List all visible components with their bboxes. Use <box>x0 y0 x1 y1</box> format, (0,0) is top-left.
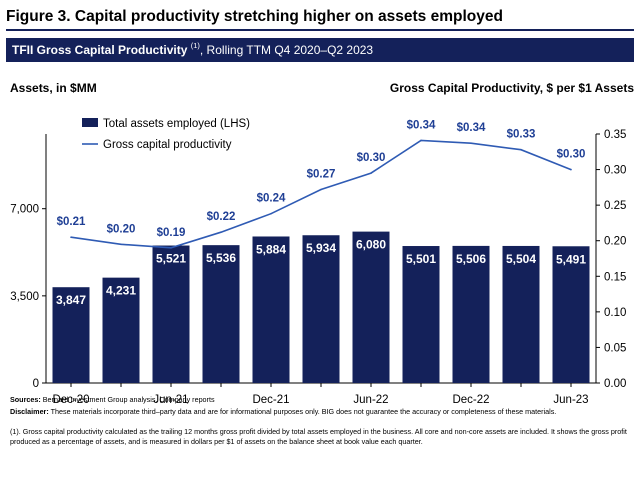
productivity-label: $0.21 <box>57 216 86 228</box>
x-tick-label: Dec-21 <box>252 394 289 406</box>
productivity-point <box>420 139 422 142</box>
productivity-point <box>570 168 572 171</box>
productivity-point <box>120 243 122 246</box>
x-tick-label: Dec-20 <box>52 394 89 406</box>
asset-bar-label: 4,231 <box>106 284 136 298</box>
right-tick-label: 0.35 <box>604 129 626 141</box>
asset-bar-label: 5,491 <box>556 252 586 266</box>
x-tick-label: Dec-22 <box>452 394 489 406</box>
asset-bar-label: 5,504 <box>506 252 536 266</box>
banner-footnote-ref: (1) <box>190 41 200 50</box>
banner-bold-title: TFII Gross Capital Productivity <box>12 43 188 57</box>
productivity-label: $0.27 <box>307 168 336 180</box>
productivity-point <box>470 142 472 145</box>
asset-bar-label: 5,521 <box>156 252 186 266</box>
right-tick-label: 0.20 <box>604 236 626 248</box>
sources-note: Sources: Bernard Investment Group analys… <box>10 395 630 405</box>
productivity-label: $0.24 <box>257 193 286 205</box>
left-tick-label: 3,500 <box>10 291 39 303</box>
asset-bar <box>552 246 590 383</box>
productivity-label: $0.34 <box>457 122 486 134</box>
asset-bar <box>502 245 540 383</box>
asset-bar <box>102 277 140 383</box>
sources-text: Bernard Investment Group analysis, Compa… <box>40 395 215 404</box>
productivity-point <box>370 172 372 174</box>
asset-bar <box>402 246 440 383</box>
legend-line-label: Gross capital productivity <box>103 139 232 151</box>
legend-bar-label: Total assets employed (LHS) <box>103 118 250 130</box>
asset-bar <box>202 245 240 383</box>
x-tick-label: Jun-23 <box>553 394 588 406</box>
productivity-label: $0.19 <box>157 227 186 239</box>
banner-text: TFII Gross Capital Productivity (1), Rol… <box>12 38 373 62</box>
right-tick-label: 0.15 <box>604 271 626 283</box>
productivity-point <box>70 236 72 238</box>
chart-banner: TFII Gross Capital Productivity (1), Rol… <box>6 38 634 62</box>
figure-title: Figure 3. Capital productivity stretchin… <box>6 8 503 25</box>
left-tick-label: 0 <box>33 378 39 390</box>
productivity-label: $0.33 <box>507 129 536 141</box>
asset-bar <box>52 287 90 383</box>
productivity-label: $0.30 <box>357 152 386 164</box>
disclaimer-label: Disclaimer: <box>10 407 49 416</box>
asset-bar-label: 5,934 <box>306 241 336 255</box>
productivity-point <box>320 188 322 191</box>
right-tick-label: 0.05 <box>604 342 626 354</box>
asset-bar <box>452 245 490 383</box>
productivity-point <box>520 148 522 151</box>
banner-subtitle: , Rolling TTM Q4 2020–Q2 2023 <box>199 43 374 57</box>
left-axis-title: Assets, in $MM <box>10 81 97 95</box>
productivity-label: $0.20 <box>107 223 136 235</box>
right-tick-label: 0.30 <box>604 165 626 177</box>
asset-bar-label: 6,080 <box>356 238 386 252</box>
title-divider <box>6 29 634 31</box>
asset-bar <box>252 236 290 383</box>
asset-bar <box>302 235 340 383</box>
disclaimer-note: Disclaimer: These materials incorporate … <box>10 407 630 417</box>
productivity-point <box>270 212 272 215</box>
asset-bar-label: 5,501 <box>406 252 436 266</box>
productivity-point <box>170 247 172 249</box>
right-tick-label: 0.00 <box>604 378 626 390</box>
footnote-1: (1). Gross capital productivity calculat… <box>10 427 627 446</box>
disclaimer-text: These materials incorporate third–party … <box>48 407 557 416</box>
asset-bar <box>352 231 390 383</box>
productivity-line <box>70 139 572 249</box>
sources-label: Sources: <box>10 395 41 404</box>
productivity-point <box>220 231 222 233</box>
asset-bar-label: 5,506 <box>456 252 486 266</box>
legend-bar-swatch <box>82 118 98 127</box>
left-tick-label: 7,000 <box>10 204 39 216</box>
asset-bar-label: 5,536 <box>206 251 236 265</box>
right-axis-title: Gross Capital Productivity, $ per $1 Ass… <box>389 81 634 95</box>
asset-bar-label: 5,884 <box>256 242 286 256</box>
asset-bar <box>152 245 190 383</box>
x-tick-label: Jun-21 <box>153 394 188 406</box>
asset-bar-label: 3,847 <box>56 293 86 307</box>
productivity-label: $0.22 <box>207 211 236 223</box>
x-tick-label: Jun-22 <box>353 394 388 406</box>
right-tick-label: 0.10 <box>604 307 626 319</box>
productivity-label: $0.34 <box>407 119 436 131</box>
right-tick-label: 0.25 <box>604 200 626 212</box>
productivity-label: $0.30 <box>557 149 586 161</box>
